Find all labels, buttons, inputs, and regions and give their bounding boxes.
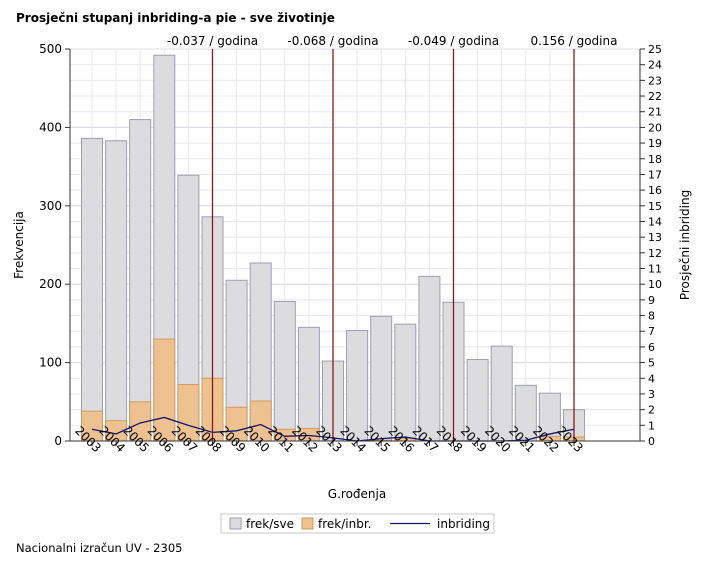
y2-tick-label: 16: [648, 184, 662, 197]
y2-tick-label: 15: [648, 200, 662, 213]
y2-tick-label: 13: [648, 231, 662, 244]
reference-line-label: -0.068 / godina: [287, 34, 378, 48]
y2-tick-label: 5: [648, 357, 655, 370]
y2-tick-label: 22: [648, 90, 662, 103]
y2-tick-label: 25: [648, 43, 662, 56]
legend-box: [220, 513, 495, 534]
reference-line-label: -0.037 / godina: [167, 34, 258, 48]
y2-tick-label: 10: [648, 278, 662, 291]
legend-swatch-frek-inbr: [301, 517, 314, 530]
y2-tick-label: 11: [648, 263, 662, 276]
y-tick-label: 200: [39, 277, 62, 291]
y-tick-label: 500: [39, 42, 62, 56]
reference-line-label: -0.049 / godina: [408, 34, 499, 48]
legend-label-frek-sve: frek/sve: [246, 517, 294, 531]
bar-frek-sve: [297, 326, 320, 442]
bar-frek-sve: [105, 140, 128, 442]
y2-axis-label: Prosječni inbriding: [678, 190, 692, 300]
y2-tick-label: 1: [648, 419, 655, 432]
y2-tick-label: 17: [648, 168, 662, 181]
bar-frek-sve: [273, 300, 296, 442]
footnote: Nacionalni izračun UV - 2305: [16, 541, 183, 555]
reference-line-label: 0.156 / godina: [531, 34, 618, 48]
y2-tick-label: 0: [648, 435, 655, 448]
y2-tick-label: 12: [648, 247, 662, 260]
y2-tick-label: 14: [648, 215, 662, 228]
y2-tick-label: 6: [648, 341, 655, 354]
y2-tick-label: 8: [648, 310, 655, 323]
bar-frek-sve: [418, 275, 441, 442]
y2-tick-label: 19: [648, 137, 662, 150]
bar-frek-sve: [346, 329, 369, 442]
y2-tick-label: 4: [648, 372, 655, 385]
y-tick-label: 100: [39, 356, 62, 370]
y2-tick-label: 20: [648, 121, 662, 134]
x-axis-label: G.rođenja: [328, 487, 386, 501]
legend: frek/sve frek/inbr. inbriding: [220, 513, 495, 534]
y2-tick-label: 23: [648, 74, 662, 87]
bar-frek-sve: [81, 137, 103, 442]
y2-tick-label: 7: [648, 325, 655, 338]
reference-lines: -0.037 / godina -0.068 / godina -0.049 / g…: [167, 34, 618, 441]
legend-label-inbriding: inbriding: [437, 517, 490, 531]
bar-frek-sve: [129, 119, 152, 442]
y-axis-label: Frekvencija: [12, 211, 26, 279]
chart-title: Prosječni stupanj inbriding-a pie - sve …: [16, 11, 335, 25]
y2-tick-label: 18: [648, 153, 662, 166]
y2-tick-label: 2: [648, 404, 655, 417]
y-tick-label: 300: [39, 199, 62, 213]
bar-frek-sve: [370, 315, 393, 442]
bars: [81, 54, 585, 442]
y-tick-label: 0: [54, 434, 62, 448]
legend-swatch-frek-sve: [229, 517, 242, 530]
y2-tick-label: 21: [648, 106, 662, 119]
bar-frek-sve: [394, 323, 417, 442]
legend-label-frek-inbr: frek/inbr.: [318, 517, 371, 531]
y2-tick-label: 9: [648, 294, 655, 307]
y2-tick-label: 3: [648, 388, 655, 401]
y-tick-label: 400: [39, 120, 62, 134]
y2-tick-label: 24: [648, 59, 662, 72]
